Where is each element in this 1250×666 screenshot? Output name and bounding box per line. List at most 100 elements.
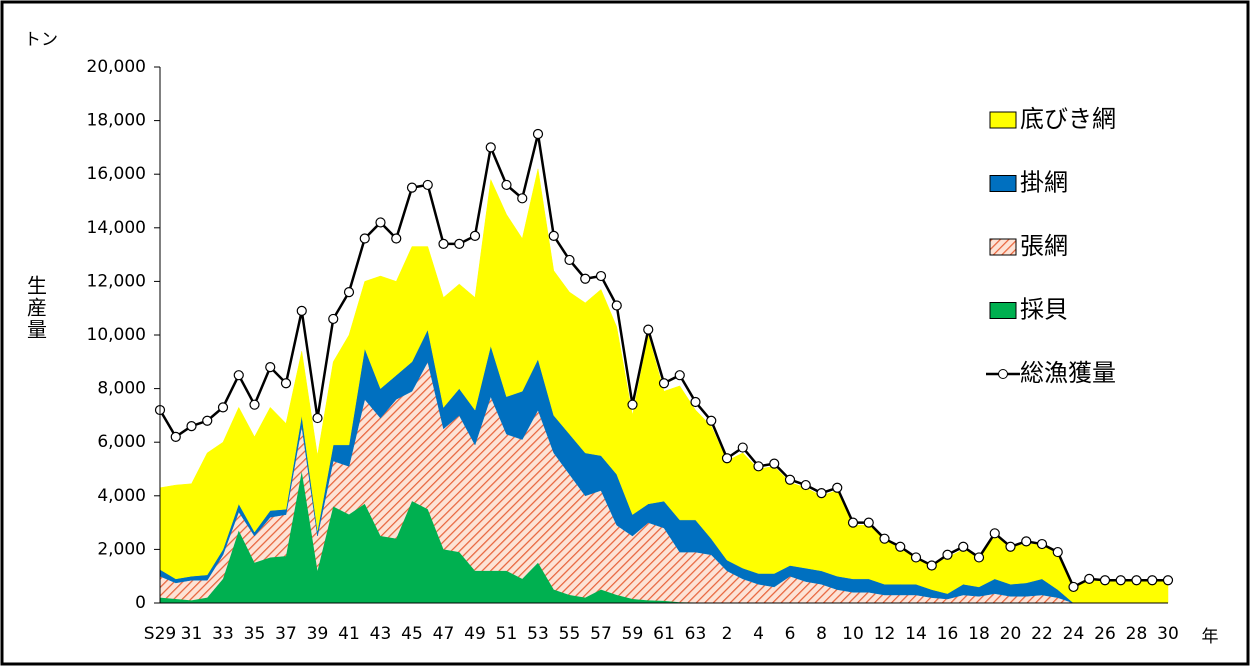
total-marker bbox=[721, 453, 733, 464]
y-tick-label: 0 bbox=[135, 593, 146, 613]
x-tick-label: 49 bbox=[464, 624, 486, 644]
total-marker bbox=[375, 217, 386, 228]
total-marker bbox=[674, 370, 685, 381]
total-marker bbox=[1115, 575, 1126, 586]
total-marker bbox=[391, 233, 402, 244]
total-marker bbox=[1036, 538, 1048, 550]
legend-label: 底びき網 bbox=[1020, 105, 1116, 133]
y-tick-label: 18,000 bbox=[87, 111, 146, 131]
x-tick-label: 26 bbox=[1094, 624, 1116, 644]
total-marker bbox=[832, 482, 843, 493]
x-tick-label: 8 bbox=[816, 624, 827, 644]
legend-swatch bbox=[989, 238, 1017, 256]
total-marker bbox=[973, 552, 985, 563]
total-marker bbox=[595, 270, 607, 282]
x-tick-label: 24 bbox=[1063, 624, 1085, 644]
x-tick-label: 41 bbox=[338, 624, 360, 644]
total-marker bbox=[186, 421, 197, 432]
total-marker bbox=[296, 305, 307, 316]
total-marker bbox=[469, 230, 481, 241]
total-marker bbox=[312, 412, 323, 424]
total-marker bbox=[1131, 575, 1142, 586]
legend-swatch bbox=[989, 111, 1017, 129]
total-marker bbox=[564, 254, 575, 266]
total-marker bbox=[548, 230, 559, 241]
total-marker bbox=[1021, 536, 1032, 547]
legend-label: 張網 bbox=[1020, 232, 1068, 260]
total-marker bbox=[706, 415, 717, 426]
total-marker bbox=[658, 378, 670, 389]
legend-swatch bbox=[989, 175, 1017, 192]
y-tick-label: 2,000 bbox=[97, 539, 146, 559]
x-tick-label: 39 bbox=[307, 624, 329, 644]
total-marker bbox=[958, 541, 969, 552]
x-tick-label: 35 bbox=[244, 624, 266, 644]
x-tick-label: 43 bbox=[370, 624, 392, 644]
x-tick-label: 28 bbox=[1126, 624, 1148, 644]
legend-label: 総漁獲量 bbox=[1020, 359, 1116, 387]
x-tick-label: 45 bbox=[401, 624, 423, 644]
x-tick-label: 30 bbox=[1157, 624, 1179, 644]
x-tick-label: 20 bbox=[1000, 624, 1022, 644]
total-marker bbox=[690, 396, 701, 408]
x-axis-label: 年 bbox=[1202, 627, 1219, 647]
total-marker bbox=[942, 549, 953, 560]
x-tick-label: 53 bbox=[527, 624, 549, 644]
x-tick-label: 55 bbox=[559, 624, 581, 644]
legend-swatch bbox=[989, 302, 1017, 319]
total-marker bbox=[895, 541, 906, 552]
y-tick-label: 6,000 bbox=[97, 432, 146, 452]
total-marker bbox=[265, 362, 276, 373]
legend-marker bbox=[998, 369, 1008, 379]
total-marker bbox=[328, 313, 339, 325]
x-tick-label: 22 bbox=[1031, 624, 1053, 644]
total-marker bbox=[1005, 541, 1016, 552]
x-tick-label: 33 bbox=[212, 624, 234, 644]
y-tick-label: 14,000 bbox=[87, 218, 146, 238]
x-tick-label: 18 bbox=[968, 624, 990, 644]
total-marker bbox=[280, 378, 292, 389]
total-marker bbox=[989, 528, 1000, 539]
legend-label: 採貝 bbox=[1020, 296, 1068, 324]
total-marker bbox=[580, 273, 591, 284]
total-marker bbox=[501, 179, 512, 191]
y-tick-label: 20,000 bbox=[87, 57, 146, 77]
total-marker bbox=[422, 179, 433, 191]
x-tick-label: 16 bbox=[937, 624, 959, 644]
total-marker bbox=[233, 370, 244, 381]
total-marker bbox=[249, 399, 260, 410]
total-marker bbox=[737, 442, 748, 453]
total-marker bbox=[800, 479, 811, 491]
total-marker bbox=[517, 193, 528, 204]
y-tick-label: 8,000 bbox=[97, 379, 146, 399]
total-marker bbox=[1068, 581, 1079, 593]
total-marker bbox=[753, 461, 764, 472]
x-tick-label: 61 bbox=[653, 624, 675, 644]
total-marker bbox=[485, 142, 496, 153]
y-tick-label: 16,000 bbox=[87, 164, 146, 184]
total-marker bbox=[170, 431, 181, 442]
x-tick-label: 59 bbox=[622, 624, 644, 644]
total-marker bbox=[611, 300, 622, 311]
total-marker bbox=[879, 533, 890, 544]
total-marker bbox=[816, 488, 827, 499]
x-tick-label: 51 bbox=[496, 624, 518, 644]
x-tick-label: S29 bbox=[144, 624, 176, 644]
y-tick-label: 10,000 bbox=[87, 325, 146, 345]
y-axis-label: 生産量 bbox=[24, 275, 48, 341]
total-marker bbox=[1099, 575, 1111, 586]
total-marker bbox=[217, 402, 229, 413]
x-tick-label: 63 bbox=[685, 624, 707, 644]
total-marker bbox=[1084, 573, 1095, 584]
total-marker bbox=[532, 128, 544, 140]
total-marker bbox=[1147, 575, 1158, 586]
total-marker bbox=[627, 399, 638, 410]
total-marker bbox=[454, 238, 465, 249]
total-marker bbox=[1162, 575, 1174, 586]
x-tick-label: 2 bbox=[722, 624, 733, 644]
total-marker bbox=[910, 552, 922, 563]
total-marker bbox=[1052, 546, 1063, 558]
y-tick-label: 12,000 bbox=[87, 271, 146, 291]
total-marker bbox=[202, 415, 213, 426]
